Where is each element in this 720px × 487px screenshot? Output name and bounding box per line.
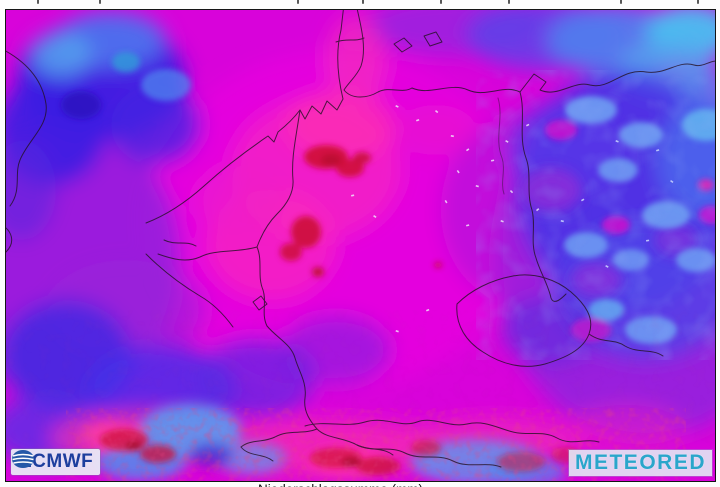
- title-fragment-mark: [440, 0, 442, 4]
- map-frame: ECMWF METEORED: [5, 9, 716, 482]
- meteored-logo-text: METEORED: [574, 451, 706, 474]
- map-symbol-specks: [351, 105, 674, 333]
- title-fragment-mark: [508, 0, 510, 4]
- meteored-logo: METEORED: [568, 450, 712, 476]
- title-fragment-mark: [620, 0, 622, 4]
- clipped-title-remnants: [0, 0, 720, 6]
- precipitation-map: [6, 10, 715, 481]
- country-borders: [6, 10, 715, 468]
- title-fragment-mark: [697, 0, 699, 4]
- title-fragment-mark: [362, 0, 364, 4]
- ecmwf-logo: ECMWF: [11, 449, 101, 475]
- title-fragment-mark: [99, 0, 101, 4]
- title-fragment-mark: [37, 0, 39, 4]
- colorbar-axis-label: Niederschlagssumme (mm): [258, 482, 423, 487]
- ecmwf-logo-text: ECMWF: [19, 451, 94, 472]
- title-fragment-mark: [297, 0, 299, 4]
